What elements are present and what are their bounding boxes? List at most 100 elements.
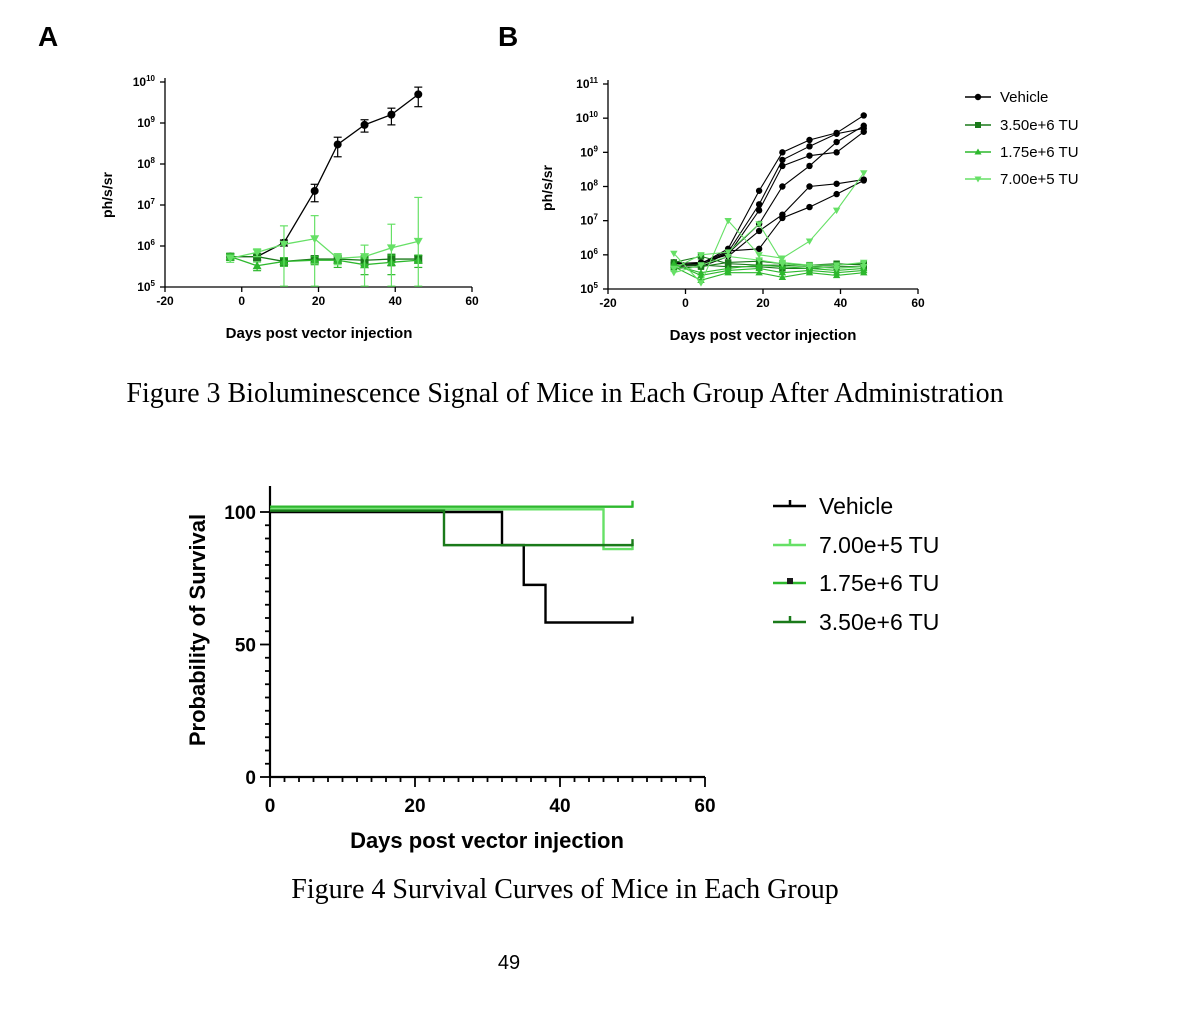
survival-series-Vehicle [270,510,634,624]
survival-series-7.00e+5 TU [270,508,634,551]
legend-7-00e5: 7.00e+5 TU [965,171,1079,188]
series-Vehicle [226,86,423,261]
data-point [252,248,262,257]
y-tick-exp: 9 [594,144,599,153]
data-point [279,240,289,249]
survival-axes [260,486,706,787]
y-tick-exp: 11 [590,76,599,85]
legend-3-50e6-label: 3.50e+6 TU [1000,117,1079,134]
data-point [670,250,678,258]
data-point [806,203,813,211]
series-line [230,238,419,260]
data-point [860,122,867,129]
data-point [333,254,343,263]
data-point [697,262,705,269]
survival-curve [270,509,633,547]
data-point [832,271,841,279]
data-point [755,207,763,214]
legend-vehicle-label: Vehicle [1000,89,1048,106]
data-point [860,259,868,267]
panel-b-legend: Vehicle 3.50e+6 TU 1.75e+6 TU 7.00e+5 TU [965,89,1079,188]
x-tick-label: 20 [404,796,425,817]
data-point [755,257,763,264]
x-tick-label: -20 [599,296,617,310]
x-tick-label: -20 [156,294,174,308]
data-point [755,227,763,235]
data-point [755,201,763,208]
data-point [724,259,732,266]
y-tick-base: 10 [137,239,151,253]
data-point [724,217,732,225]
x-tick-label: 0 [265,796,276,817]
data-point [697,252,705,259]
data-point [697,280,705,287]
data-point [333,140,342,149]
series-7.00e+5 TU [670,170,868,287]
y-tick-base: 10 [137,157,151,171]
y-tick-label: 107 [137,197,155,212]
data-point [724,264,732,272]
data-point [860,128,867,135]
data-point [860,112,867,119]
y-tick-exp: 7 [594,213,599,222]
survival-curve [270,510,633,624]
survival-legend: Vehicle 7.00e+5 TU 1.75e+6 TU 3.50e+6 TU [773,493,939,635]
data-point [724,268,732,276]
y-tick-label: 107 [580,213,598,228]
x-tick-label: 0 [238,294,245,308]
series-7.00e+5 TU [225,196,423,287]
data-point [360,253,370,262]
y-tick-label: 0 [245,768,256,789]
y-tick-label: 1011 [576,76,598,91]
legend-7-00e5-marker [974,176,982,183]
y-tick-exp: 8 [151,156,156,165]
data-point [779,149,786,156]
series-line [673,179,864,266]
data-point [779,162,786,170]
y-tick-label: 109 [580,144,598,159]
series-Vehicle [670,128,867,267]
data-point [832,265,841,273]
series-line [230,256,419,267]
y-tick-exp: 6 [151,238,156,247]
y-tick-label: 109 [137,115,155,130]
legend-3-50e6: 3.50e+6 TU [965,117,1079,134]
series-line [673,264,864,269]
data-point [806,143,813,150]
legend-7-00e5-label: 7.00e+5 TU [1000,171,1079,188]
data-point [670,269,678,277]
survival-legend-1-75e6-label: 1.75e+6 TU [819,570,939,596]
series-line [673,266,864,281]
y-tick-exp: 10 [146,74,155,83]
series-line [673,223,864,269]
y-tick-exp: 5 [151,279,156,288]
data-point [833,190,840,198]
y-tick-base: 10 [137,116,151,130]
y-tick-base: 10 [580,248,594,262]
data-point [310,235,320,244]
series-line [230,93,419,258]
data-point [755,264,763,272]
data-point [755,187,763,194]
x-tick-label: 20 [756,296,770,310]
y-tick-exp: 6 [594,247,599,256]
data-point [833,149,840,156]
data-point [755,261,763,268]
data-point [833,138,840,146]
y-tick-base: 10 [137,198,151,212]
y-tick-exp: 8 [594,179,599,188]
y-tick-label: 1010 [133,74,156,89]
y-tick-exp: 9 [151,115,156,124]
data-point [252,261,262,270]
panel-a-ylabel: ph/s/sr [99,171,115,217]
data-point [755,221,763,228]
survival-curve [270,508,633,551]
y-tick-base: 10 [576,77,590,91]
y-tick-label: 108 [580,179,598,194]
data-point [724,249,732,256]
data-point [805,268,814,276]
survival-legend-vehicle-label: Vehicle [819,493,893,519]
data-point [778,268,787,276]
y-tick-label: 1010 [576,110,599,125]
